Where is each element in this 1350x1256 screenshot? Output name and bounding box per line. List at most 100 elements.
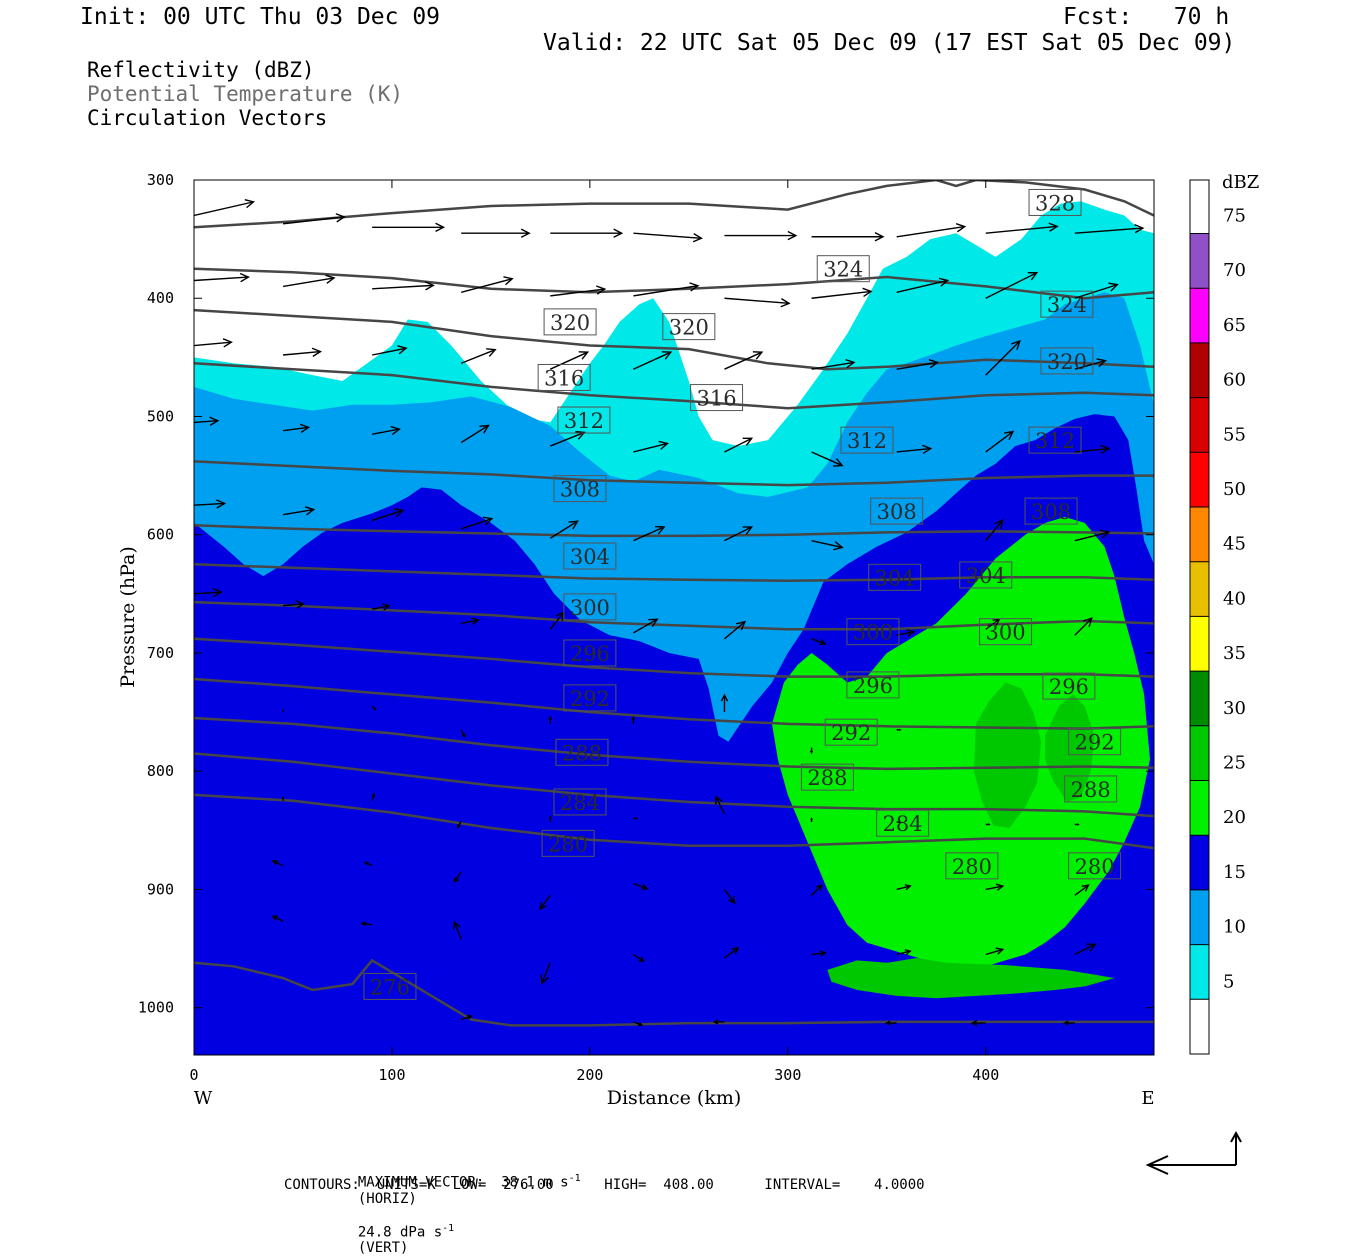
theta-label-box bbox=[1024, 497, 1078, 525]
vector-head bbox=[209, 416, 220, 426]
theta-label: 280 bbox=[952, 855, 992, 879]
vector-shaft bbox=[549, 611, 565, 630]
colorbar-label: 35 bbox=[1223, 643, 1246, 664]
vector-head bbox=[715, 795, 723, 805]
vector-shaft bbox=[985, 225, 1058, 234]
vector-shaft bbox=[194, 201, 254, 217]
y-tick-label: 300 bbox=[147, 171, 174, 189]
vector-shaft bbox=[461, 619, 479, 625]
theta-label-box bbox=[945, 852, 999, 880]
vector-head bbox=[862, 287, 873, 297]
theta-label: 300 bbox=[985, 621, 1025, 645]
vector-head bbox=[904, 949, 912, 956]
circulation-vector bbox=[985, 947, 1005, 956]
circulation-vector bbox=[811, 358, 856, 370]
y-tick-label: 400 bbox=[147, 289, 174, 307]
circulation-vector bbox=[712, 1019, 725, 1025]
circulation-vector bbox=[633, 351, 673, 370]
vector-shaft bbox=[724, 526, 752, 542]
vector-head bbox=[595, 285, 607, 295]
axes: 0 100 200 300 400 300 400 500 600 700 800 900 1000 W E… bbox=[117, 171, 1155, 1109]
colorbar-swatch bbox=[1190, 452, 1209, 507]
colorbar-swatch bbox=[1190, 944, 1209, 1000]
theta-contour-328 bbox=[194, 180, 1154, 229]
vector-shaft bbox=[283, 350, 321, 356]
legend-circulation-vectors: Circulation Vectors bbox=[87, 106, 328, 130]
circulation-vector bbox=[1074, 884, 1090, 896]
circulation-vector bbox=[539, 894, 551, 911]
theta-label: 304 bbox=[966, 564, 1006, 588]
vector-shaft bbox=[371, 509, 403, 522]
vector-shaft bbox=[1074, 884, 1089, 896]
circulation-vector bbox=[633, 232, 703, 243]
vector-head bbox=[648, 618, 659, 628]
circulation-vector bbox=[363, 861, 373, 867]
vector-head bbox=[1096, 358, 1107, 368]
vector-shaft bbox=[549, 520, 578, 539]
circulation-vector bbox=[723, 889, 736, 905]
vector-head bbox=[720, 693, 729, 702]
vector-shaft bbox=[811, 952, 826, 956]
circulation-vector bbox=[550, 430, 586, 447]
vector-head bbox=[325, 274, 336, 284]
circulation-vector bbox=[633, 282, 700, 297]
circulation-vector bbox=[884, 1020, 897, 1026]
y-tick-label: 900 bbox=[147, 880, 174, 898]
theta-label-box bbox=[959, 561, 1013, 589]
vector-head bbox=[373, 707, 377, 711]
vector-head bbox=[548, 815, 552, 820]
vector-head bbox=[281, 795, 285, 799]
vector-shaft bbox=[896, 279, 948, 294]
vector-head bbox=[928, 359, 940, 369]
theta-contour-304 bbox=[194, 563, 1154, 583]
theta-label-box bbox=[563, 684, 617, 712]
legend-reflectivity: Reflectivity (dBZ) bbox=[87, 58, 315, 82]
theta-label-box bbox=[541, 829, 595, 857]
vector-shaft bbox=[633, 953, 645, 962]
vector-shaft bbox=[985, 272, 1038, 299]
circulation-vector bbox=[548, 715, 553, 724]
vector-head bbox=[371, 792, 376, 797]
x-end-label-west: W bbox=[194, 1088, 213, 1109]
circulation-vector bbox=[372, 603, 391, 611]
vector-shaft bbox=[460, 1015, 472, 1021]
theta-label: 316 bbox=[544, 366, 584, 390]
circulation-vector bbox=[633, 882, 649, 890]
vector-shaft bbox=[282, 216, 345, 225]
circulation-vector bbox=[283, 600, 306, 609]
colorbar-swatch bbox=[1190, 835, 1209, 890]
circulation-vector bbox=[896, 949, 912, 956]
circulation-vector bbox=[985, 430, 1015, 453]
vector-head bbox=[216, 499, 227, 509]
vector-head bbox=[453, 920, 461, 930]
theta-label: 328 bbox=[1035, 191, 1075, 215]
vector-shaft bbox=[460, 424, 489, 444]
circulation-vector bbox=[453, 871, 462, 884]
vector-head bbox=[1027, 271, 1039, 281]
vector-head bbox=[467, 1014, 473, 1020]
colorbar-label: 25 bbox=[1223, 753, 1246, 774]
circulation-vector bbox=[811, 287, 873, 299]
colorbar-label: 70 bbox=[1223, 260, 1246, 281]
circulation-vector bbox=[896, 728, 902, 732]
theta-contour-288 bbox=[194, 716, 1154, 771]
vector-shaft bbox=[372, 605, 390, 610]
circulation-vector bbox=[550, 285, 607, 297]
colorbar-label: 65 bbox=[1223, 315, 1246, 336]
circulation-vector bbox=[633, 817, 639, 820]
vector-shaft bbox=[460, 349, 496, 364]
theta-label: 304 bbox=[875, 566, 915, 590]
circulation-vector bbox=[540, 962, 551, 985]
theta-label-box bbox=[563, 639, 617, 667]
circulation-vector bbox=[985, 340, 1021, 376]
x-end-label-east: E bbox=[1141, 1088, 1154, 1109]
theta-label: 308 bbox=[1031, 500, 1071, 524]
theta-label: 288 bbox=[1071, 778, 1111, 802]
circulation-vector bbox=[457, 820, 462, 830]
valid-time: Valid: 22 UTC Sat 05 Dec 09 (17 EST Sat … bbox=[543, 30, 1236, 56]
vector-shaft bbox=[724, 621, 746, 640]
circulation-vector bbox=[271, 915, 284, 923]
colorbar-label: 55 bbox=[1223, 424, 1246, 445]
circulation-vector bbox=[194, 416, 220, 426]
theta-contour-276 bbox=[194, 958, 1154, 1027]
